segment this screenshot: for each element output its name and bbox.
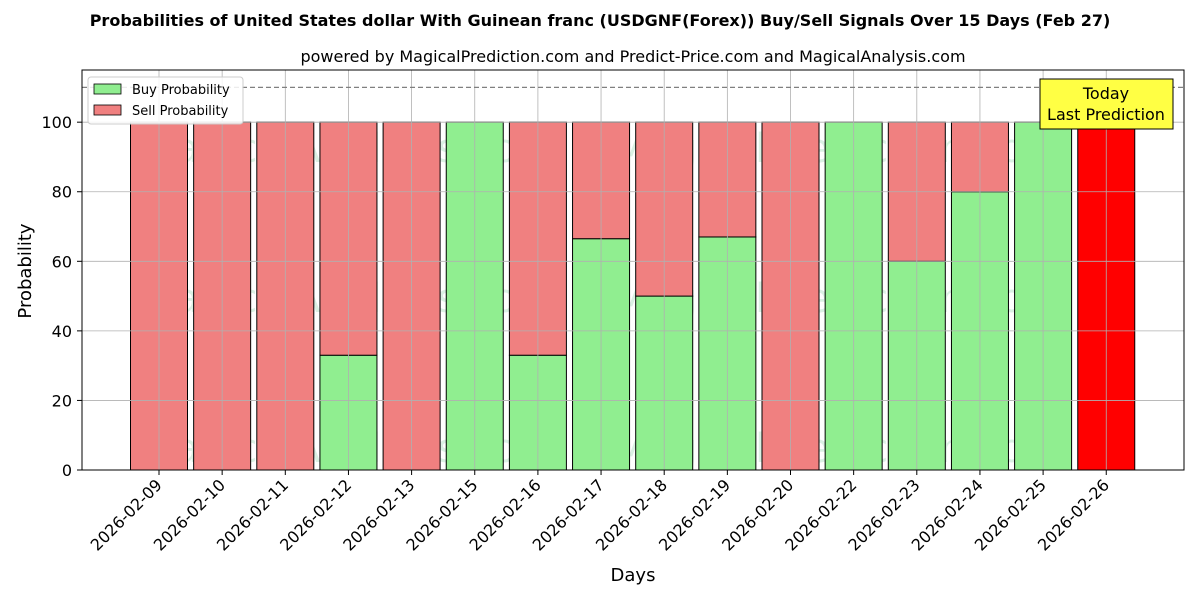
y-tick-label: 100	[41, 113, 72, 132]
chart-title: Probabilities of United States dollar Wi…	[90, 11, 1111, 30]
annotation-text: Last Prediction	[1047, 105, 1165, 124]
y-tick-label: 0	[62, 461, 72, 480]
annotation-box	[1039, 78, 1174, 130]
y-tick-label: 80	[52, 183, 72, 202]
legend-swatch	[93, 83, 122, 95]
y-tick-label: 20	[52, 391, 72, 410]
annotation-text: Today	[1082, 84, 1129, 103]
annotation: Today Last Prediction	[1039, 78, 1174, 130]
legend-swatch	[93, 104, 122, 116]
legend-label: Sell Probability	[132, 104, 229, 119]
chart-subtitle: powered by MagicalPrediction.com and Pre…	[300, 47, 965, 66]
plot-area: MagicalAnalysis.comMagicalPrediction.com…	[41, 69, 1185, 555]
y-axis-label: Probability	[15, 223, 36, 318]
legend: Buy Probability Sell Probability	[87, 76, 244, 125]
x-axis-label: Days	[611, 565, 656, 586]
axes-frame	[81, 69, 1185, 471]
y-tick-label: 60	[52, 252, 72, 271]
y-tick-label: 40	[52, 322, 72, 341]
legend-label: Buy Probability	[132, 83, 230, 98]
legend-box	[87, 76, 244, 125]
